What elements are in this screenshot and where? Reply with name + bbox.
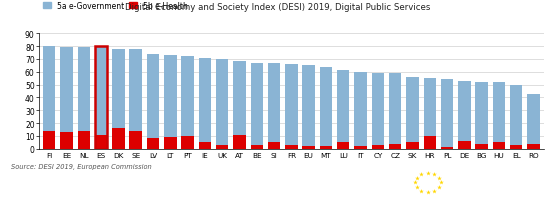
Bar — [147, 54, 159, 139]
Bar — [216, 145, 229, 149]
Bar — [199, 58, 211, 143]
Text: Digital Economy and Society Index (DESI) 2019, Digital Public Services: Digital Economy and Society Index (DESI)… — [125, 3, 430, 12]
Bar — [441, 148, 453, 149]
Bar — [112, 49, 125, 129]
Bar — [527, 144, 540, 149]
Bar — [320, 146, 332, 149]
Bar — [510, 145, 522, 149]
Legend: 5a e-Government, 5b e-Health: 5a e-Government, 5b e-Health — [43, 1, 188, 11]
Bar — [164, 56, 176, 138]
Bar — [147, 139, 159, 149]
Bar — [372, 74, 384, 145]
Bar — [216, 60, 229, 145]
Bar — [527, 94, 540, 144]
Bar — [389, 144, 401, 149]
Bar — [302, 66, 315, 146]
Text: DESI Report 2019 – Digital Public Services: DESI Report 2019 – Digital Public Servic… — [11, 177, 250, 187]
Bar — [95, 47, 107, 149]
Bar — [268, 63, 280, 143]
Bar — [285, 145, 297, 149]
Bar — [458, 141, 471, 149]
Bar — [181, 57, 194, 136]
Bar — [354, 146, 367, 149]
Bar — [406, 77, 418, 143]
Bar — [112, 129, 125, 149]
Bar — [199, 143, 211, 149]
Bar — [95, 47, 107, 135]
Bar — [43, 47, 56, 131]
Bar — [250, 145, 263, 149]
Bar — [510, 85, 522, 145]
Bar — [423, 136, 436, 149]
Bar — [95, 135, 107, 149]
Bar — [493, 83, 505, 143]
Bar — [268, 143, 280, 149]
Bar — [129, 131, 142, 149]
Bar — [233, 62, 246, 135]
Bar — [164, 138, 176, 149]
Bar — [320, 67, 332, 146]
Bar — [337, 71, 350, 143]
Bar — [250, 63, 263, 145]
Bar — [423, 79, 436, 136]
Bar — [406, 143, 418, 149]
Bar — [129, 49, 142, 131]
Bar — [302, 146, 315, 149]
Bar — [337, 143, 350, 149]
Bar — [458, 81, 471, 141]
Bar — [78, 48, 90, 131]
Bar — [441, 80, 453, 148]
Bar — [181, 136, 194, 149]
Bar — [476, 144, 488, 149]
Bar — [372, 145, 384, 149]
Bar — [354, 72, 367, 146]
Text: European: European — [454, 174, 495, 183]
Bar — [389, 74, 401, 144]
Bar — [285, 65, 297, 145]
Bar — [476, 83, 488, 144]
Bar — [233, 135, 246, 149]
Text: 3: 3 — [381, 176, 390, 189]
Text: Source: DESI 2019, European Commission: Source: DESI 2019, European Commission — [11, 163, 152, 169]
Text: Commission: Commission — [454, 183, 507, 192]
Bar — [43, 131, 56, 149]
Bar — [60, 132, 73, 149]
Bar — [60, 48, 73, 132]
Bar — [78, 131, 90, 149]
Bar — [493, 143, 505, 149]
